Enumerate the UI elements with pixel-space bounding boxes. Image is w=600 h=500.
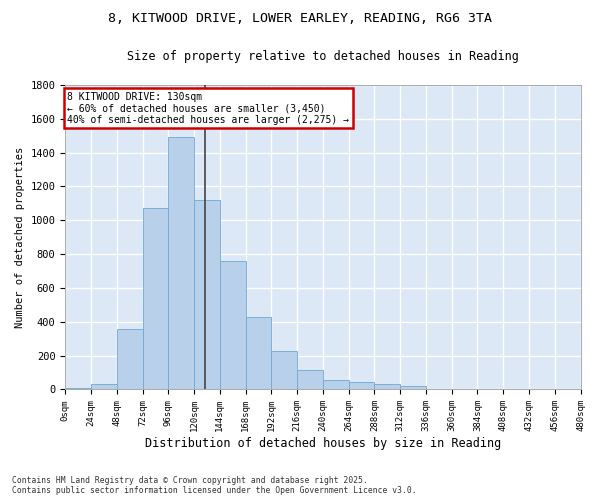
Bar: [169, 138, 194, 390]
Bar: [400, 386, 426, 390]
Text: 8 KITWOOD DRIVE: 130sqm
← 60% of detached houses are smaller (3,450)
40% of semi: 8 KITWOOD DRIVE: 130sqm ← 60% of detache…: [67, 92, 349, 125]
Bar: [349, 382, 374, 390]
Bar: [245, 316, 271, 390]
Bar: [91, 384, 117, 390]
Bar: [117, 328, 143, 390]
Bar: [271, 352, 297, 390]
Bar: [65, 388, 91, 390]
Title: Size of property relative to detached houses in Reading: Size of property relative to detached ho…: [127, 50, 519, 63]
Bar: [426, 388, 452, 390]
Bar: [194, 200, 220, 390]
Bar: [220, 261, 245, 390]
Text: Contains HM Land Registry data © Crown copyright and database right 2025.
Contai: Contains HM Land Registry data © Crown c…: [12, 476, 416, 495]
Text: 8, KITWOOD DRIVE, LOWER EARLEY, READING, RG6 3TA: 8, KITWOOD DRIVE, LOWER EARLEY, READING,…: [108, 12, 492, 26]
Bar: [374, 384, 400, 390]
Bar: [323, 380, 349, 390]
X-axis label: Distribution of detached houses by size in Reading: Distribution of detached houses by size …: [145, 437, 501, 450]
Bar: [297, 370, 323, 390]
Bar: [143, 208, 169, 390]
Y-axis label: Number of detached properties: Number of detached properties: [15, 146, 25, 328]
